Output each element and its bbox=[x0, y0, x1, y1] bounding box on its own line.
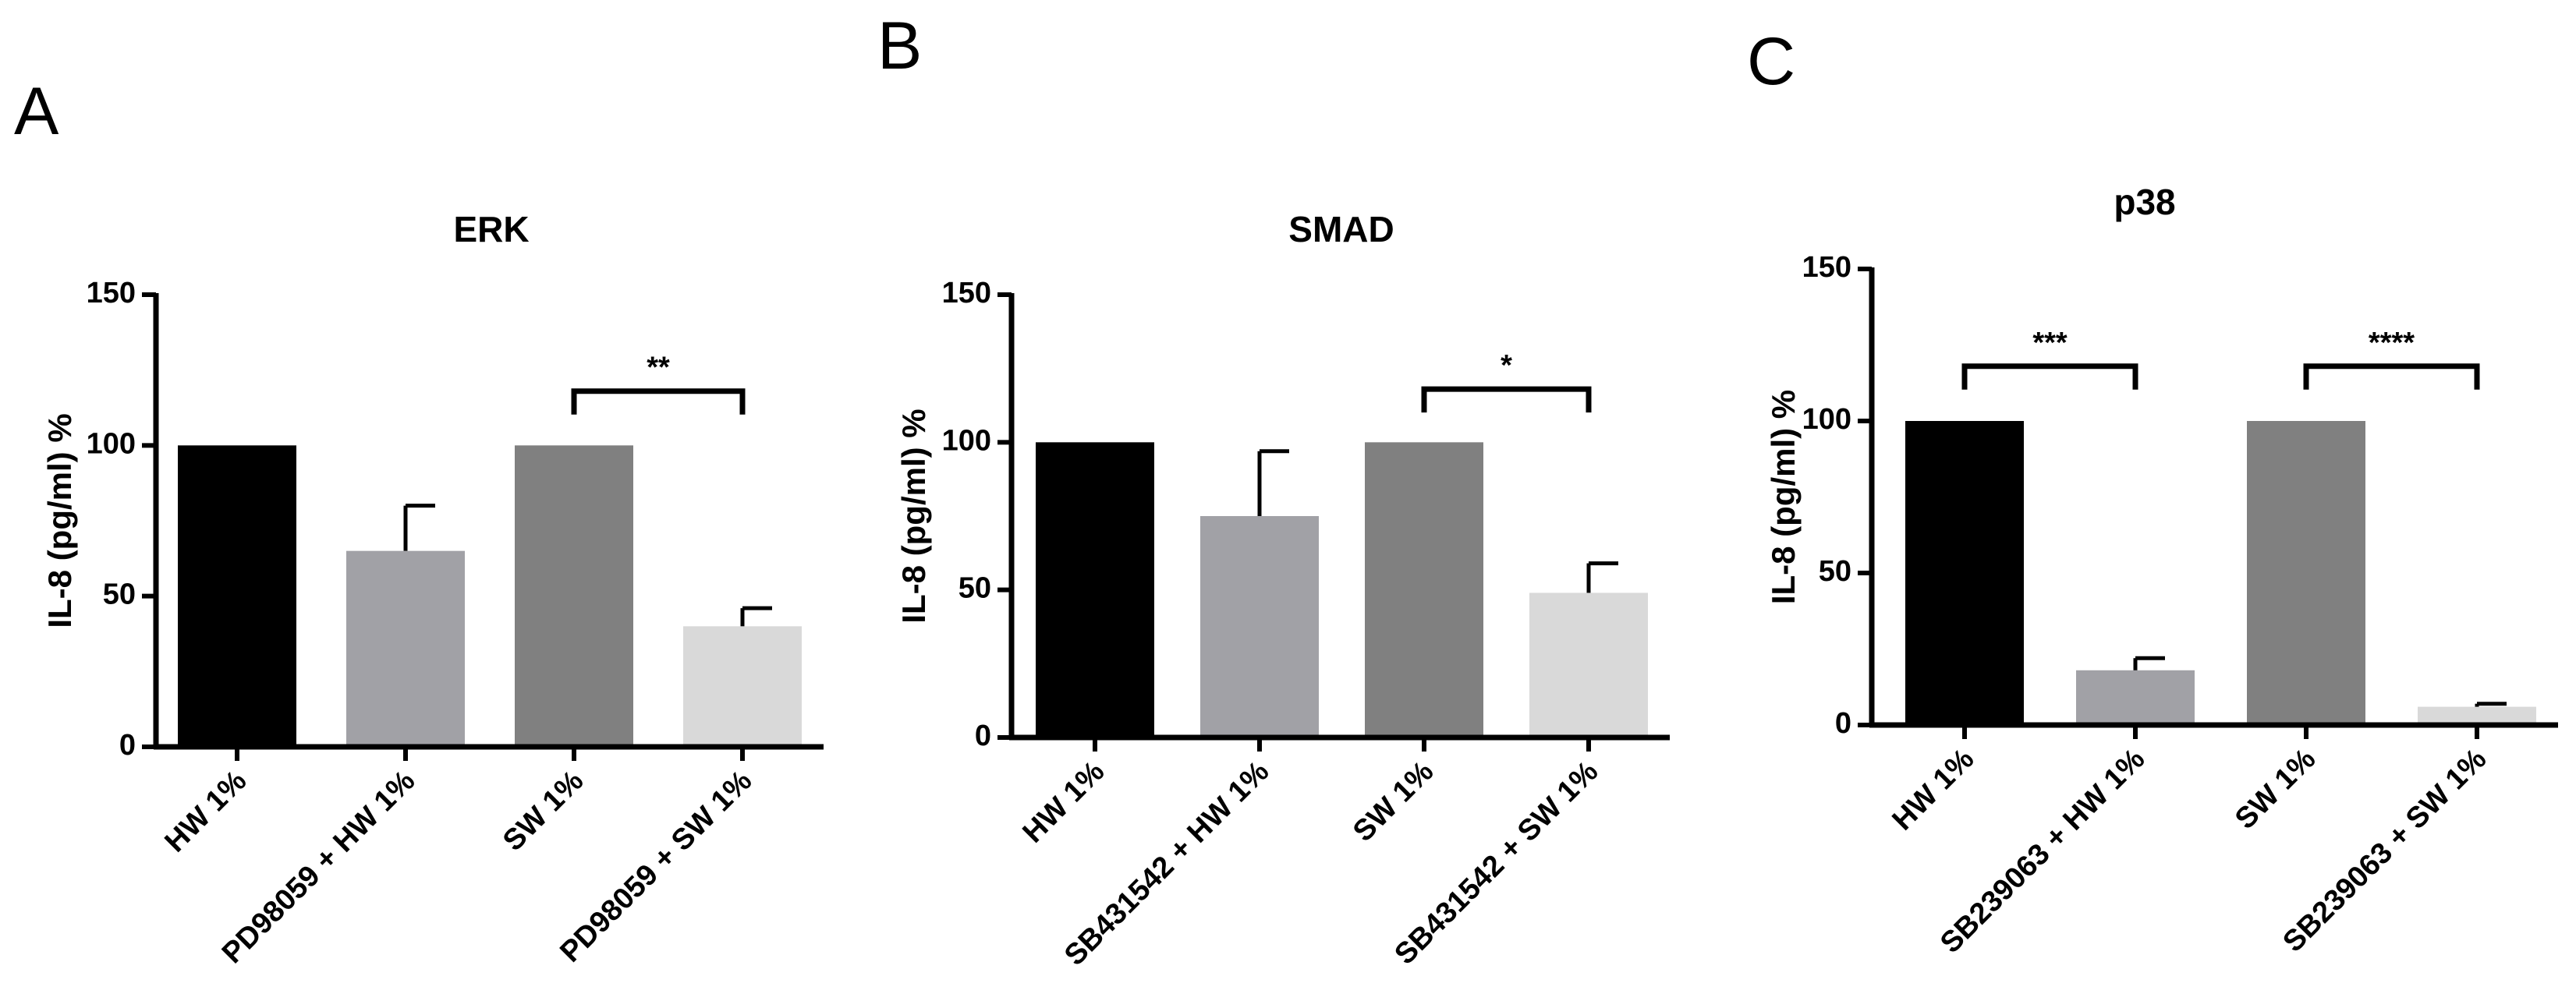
y-tick-label: 0 bbox=[975, 720, 991, 752]
bar bbox=[1036, 442, 1154, 737]
y-tick-label: 0 bbox=[119, 729, 136, 762]
y-tick-label: 150 bbox=[87, 277, 136, 309]
y-axis-label: IL-8 (pg/ml) % bbox=[41, 413, 78, 628]
bar bbox=[515, 445, 633, 747]
significance-label: *** bbox=[2032, 327, 2068, 359]
significance-label: **** bbox=[2369, 327, 2415, 359]
bar bbox=[1905, 421, 2024, 725]
y-axis-label: IL-8 (pg/ml) % bbox=[1765, 390, 1802, 604]
y-tick-label: 150 bbox=[942, 277, 991, 309]
panel-letter: A bbox=[14, 74, 59, 149]
y-tick-label: 100 bbox=[1802, 403, 1851, 436]
y-tick-label: 50 bbox=[958, 572, 991, 605]
bar bbox=[1365, 442, 1483, 737]
x-tick-label: SW 1% bbox=[497, 765, 590, 858]
x-tick-label: SW 1% bbox=[2229, 743, 2322, 836]
bar bbox=[683, 626, 802, 747]
bar bbox=[1200, 516, 1319, 737]
significance-bracket bbox=[571, 388, 746, 415]
bar bbox=[1529, 592, 1648, 737]
y-tick-label: 100 bbox=[942, 424, 991, 457]
y-tick-label: 0 bbox=[1835, 707, 1851, 740]
y-tick-label: 100 bbox=[87, 427, 136, 460]
panel-letter: C bbox=[1747, 24, 1795, 99]
bar bbox=[178, 445, 296, 747]
significance-bracket bbox=[1961, 363, 2138, 390]
panel-letter: B bbox=[877, 9, 922, 83]
significance-label: * bbox=[1501, 349, 1512, 382]
x-tick-label: SW 1% bbox=[1347, 755, 1440, 848]
bar bbox=[2418, 706, 2536, 725]
chart-title: p38 bbox=[2114, 182, 2175, 222]
bar bbox=[2076, 670, 2195, 725]
bar bbox=[2247, 421, 2365, 725]
y-tick-label: 50 bbox=[103, 578, 136, 611]
x-tick-label: HW 1% bbox=[1017, 755, 1111, 850]
x-tick-label: HW 1% bbox=[159, 765, 253, 859]
x-tick-label: HW 1% bbox=[1887, 743, 1981, 837]
x-tick-label: PD98059 + SW 1% bbox=[554, 765, 758, 969]
y-axis-label: IL-8 (pg/ml) % bbox=[895, 409, 932, 623]
x-tick-label: PD98059 + HW 1% bbox=[216, 765, 421, 970]
chart-title: SMAD bbox=[1288, 209, 1394, 249]
bar bbox=[346, 550, 465, 747]
significance-label: ** bbox=[647, 352, 670, 384]
y-tick-label: 150 bbox=[1802, 251, 1851, 284]
significance-bracket bbox=[2303, 363, 2480, 390]
y-tick-label: 50 bbox=[1819, 555, 1851, 588]
significance-bracket bbox=[1421, 386, 1592, 413]
chart-title: ERK bbox=[453, 209, 529, 249]
